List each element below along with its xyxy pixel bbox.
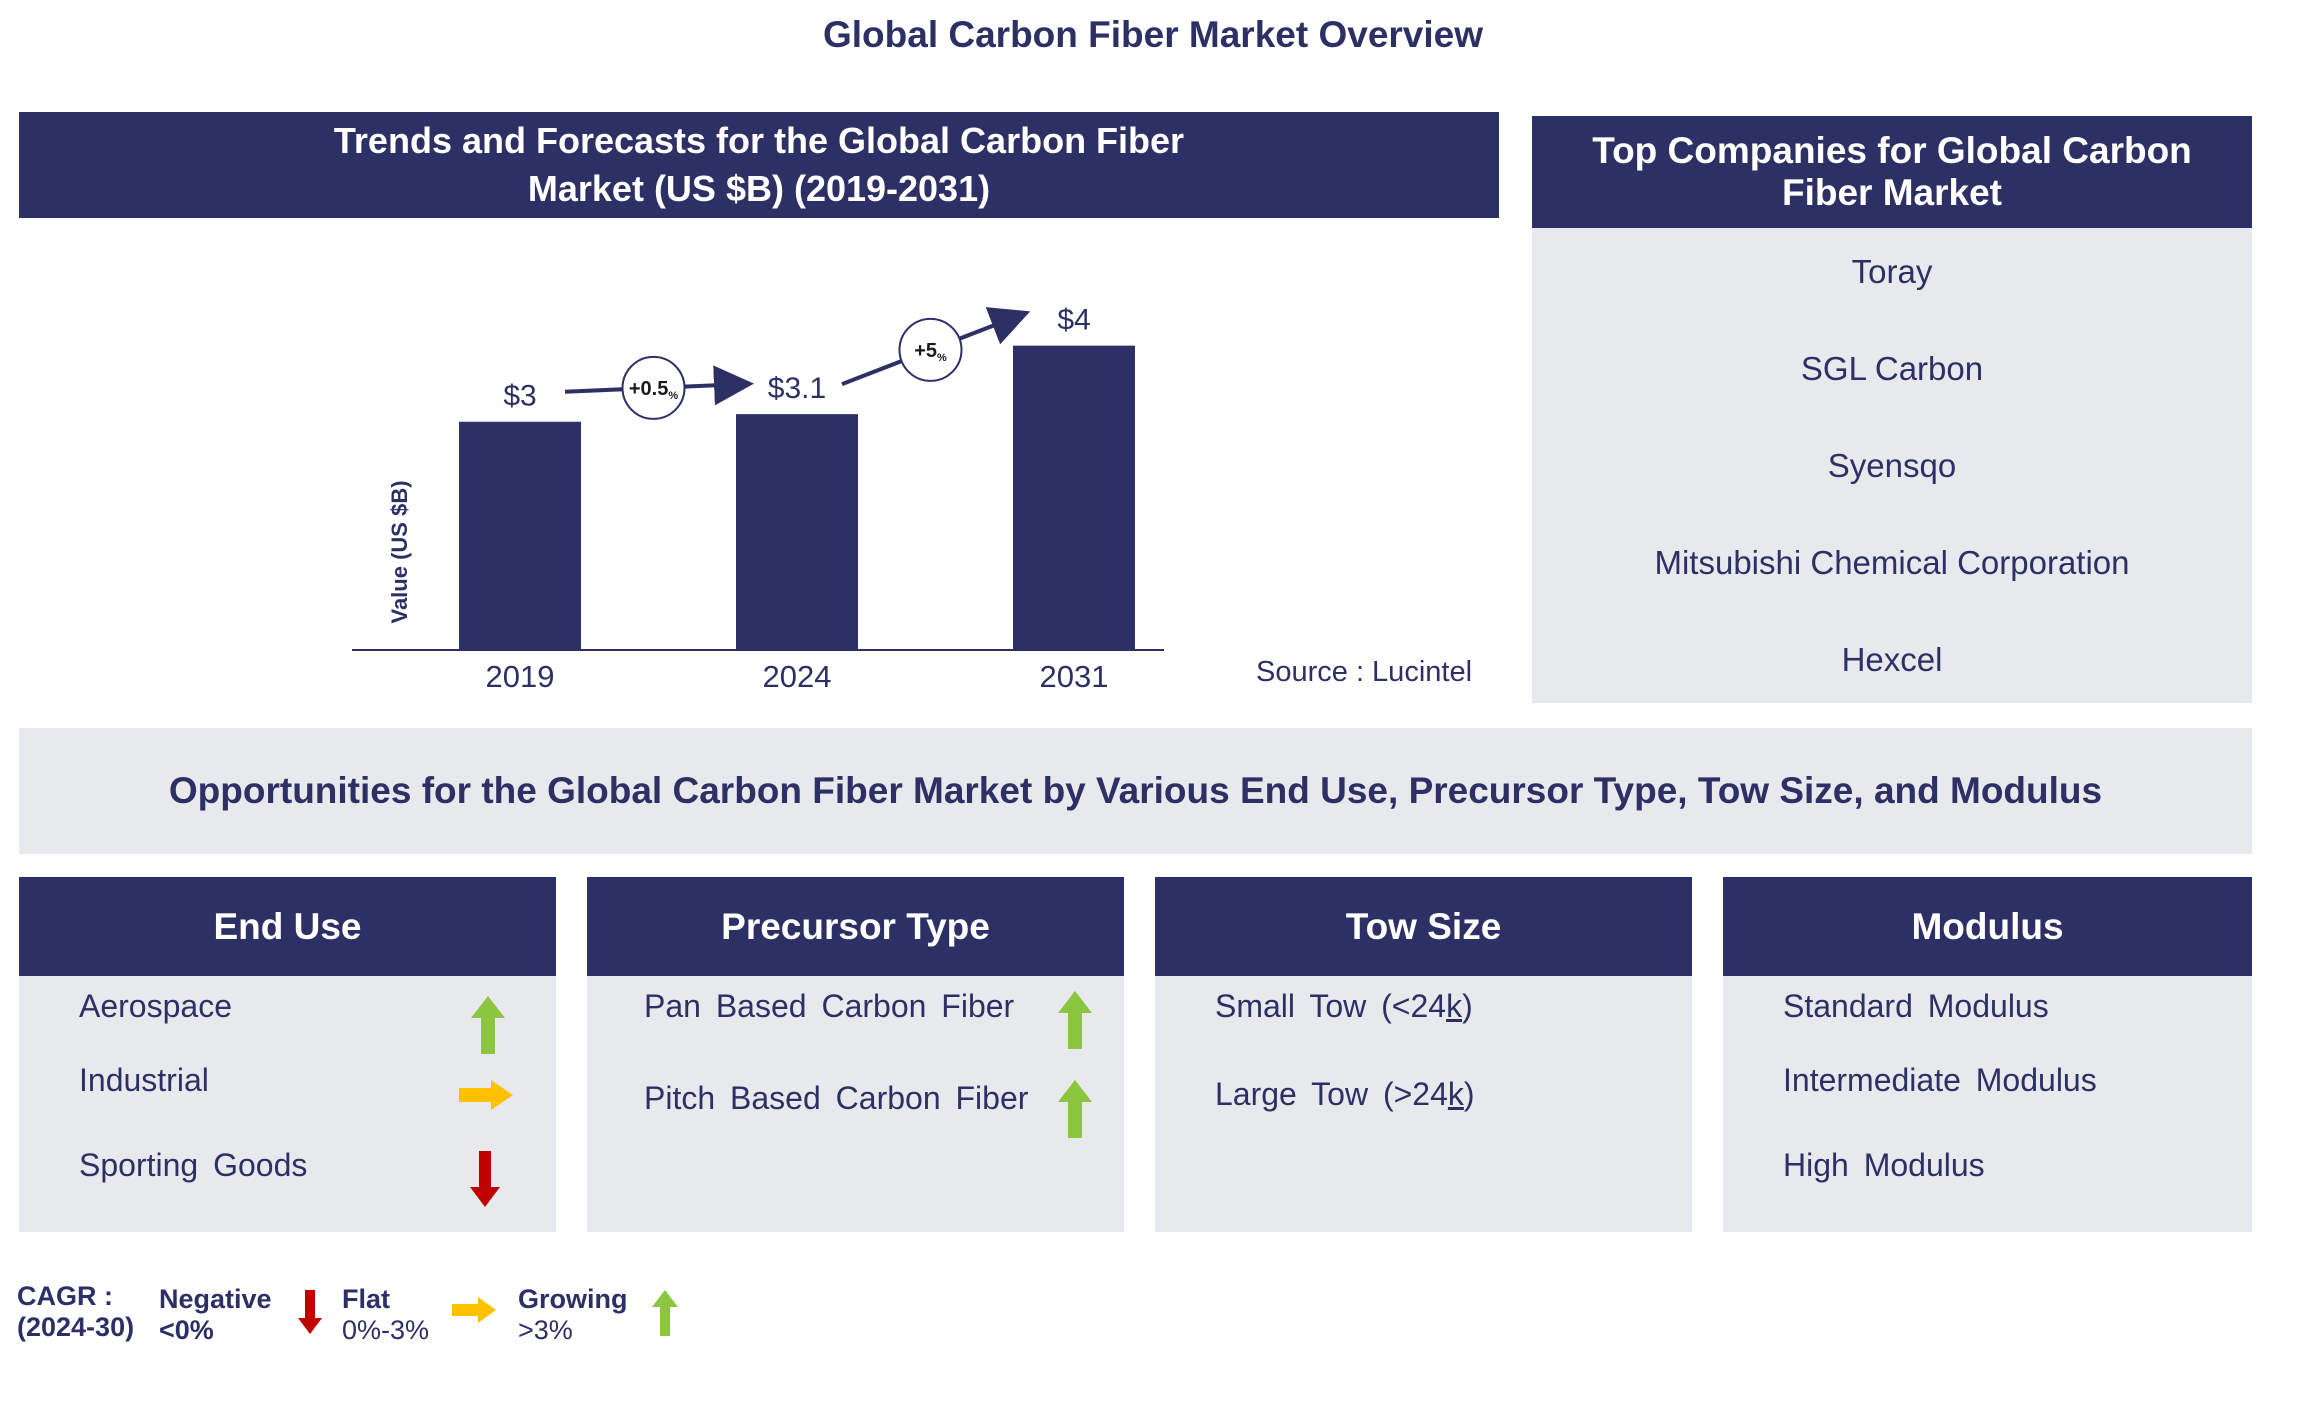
segment-body-tow-size: Small Tow (<24k) Large Tow (>24k) bbox=[1155, 976, 1692, 1232]
segment-item: Sporting Goods bbox=[79, 1147, 308, 1183]
legend-arrow-up-green-icon bbox=[652, 1290, 678, 1336]
bar-2019 bbox=[459, 421, 581, 650]
legend-arrow-right-orange-icon bbox=[452, 1297, 496, 1323]
segment-item: Standard Modulus bbox=[1783, 988, 2049, 1024]
chart-title: Trends and Forecasts for the Global Carb… bbox=[159, 117, 1359, 213]
data-label: $3 bbox=[503, 380, 536, 413]
page-title: Global Carbon Fiber Market Overview bbox=[822, 14, 1484, 55]
bar-2024 bbox=[736, 414, 858, 650]
legend-growing: Growing >3% bbox=[518, 1284, 628, 1345]
segment-item: Small Tow (<24k) bbox=[1215, 988, 1473, 1024]
company-item: Hexcel bbox=[1841, 641, 1943, 678]
segment-header-tow-size: Tow Size bbox=[1155, 877, 1692, 976]
x-tick-label: 2031 bbox=[1040, 659, 1109, 694]
legend-flat: Flat 0%-3% bbox=[342, 1284, 430, 1345]
arrow-up-green-icon bbox=[1058, 1080, 1092, 1138]
company-item: SGL Carbon bbox=[1800, 350, 1984, 387]
growth-label: +0.5% bbox=[629, 378, 678, 402]
growth-badge bbox=[621, 355, 686, 420]
segment-item: Industrial bbox=[79, 1062, 209, 1098]
arrow-right-orange-icon bbox=[459, 1080, 513, 1110]
companies-list: Toray SGL Carbon Syensqo Mitsubishi Chem… bbox=[1532, 228, 2252, 703]
x-tick-label: 2019 bbox=[486, 659, 555, 694]
legend-cagr: CAGR : (2024-30) bbox=[17, 1281, 135, 1342]
arrow-down-red-icon bbox=[470, 1151, 500, 1207]
segment-header-precursor-type: Precursor Type bbox=[587, 877, 1124, 976]
segment-header-modulus: Modulus bbox=[1723, 877, 2252, 976]
segment-item: Large Tow (>24k) bbox=[1215, 1076, 1475, 1112]
segment-item: Aerospace bbox=[79, 988, 232, 1024]
source-note: Source : Lucintel bbox=[1256, 656, 1473, 688]
data-label: $3.1 bbox=[768, 372, 826, 405]
chart-panel-header: Trends and Forecasts for the Global Carb… bbox=[19, 112, 1499, 218]
legend-arrow-down-red-icon bbox=[298, 1290, 322, 1334]
segment-item: Pan Based Carbon Fiber bbox=[644, 988, 1015, 1024]
segment-item: High Modulus bbox=[1783, 1147, 1985, 1183]
company-item: Mitsubishi Chemical Corporation bbox=[1654, 544, 2130, 581]
company-item: Toray bbox=[1851, 253, 1933, 290]
legend-negative: Negative <0% bbox=[159, 1284, 272, 1345]
arrow-up-green-icon bbox=[1058, 991, 1092, 1049]
bar-2031 bbox=[1013, 345, 1135, 650]
bar-chart: $3 2019 $3.1 2024 $4 2031 +0.5% +5% Value (US … bbox=[352, 304, 1164, 694]
segment-header-end-use: End Use bbox=[19, 877, 556, 976]
x-tick-label: 2024 bbox=[763, 659, 832, 694]
companies-title-line1: Top Companies for Global Carbon bbox=[1592, 130, 2192, 171]
segment-body-end-use: Aerospace Industrial Sporting Goods bbox=[19, 976, 556, 1232]
arrow-up-green-icon bbox=[471, 996, 505, 1054]
segment-item: Intermediate Modulus bbox=[1783, 1062, 2097, 1098]
segment-body-precursor-type: Pan Based Carbon Fiber Pitch Based Carbo… bbox=[587, 976, 1124, 1232]
company-item: Syensqo bbox=[1827, 447, 1957, 484]
y-axis-label: Value (US $B) bbox=[387, 480, 412, 623]
growth-label: +5% bbox=[914, 340, 947, 364]
segment-body-modulus: Standard Modulus Intermediate Modulus Hi… bbox=[1723, 976, 2252, 1232]
opportunities-title: Opportunities for the Global Carbon Fibe… bbox=[19, 728, 2252, 854]
companies-header: Top Companies for Global Carbon Fiber Ma… bbox=[1532, 116, 2252, 228]
companies-title-line2: Fiber Market bbox=[1781, 172, 2002, 213]
chart-title-line2: Market (US $B) (2019-2031) bbox=[527, 168, 991, 209]
chart-title-line1: Trends and Forecasts for the Global Carb… bbox=[333, 120, 1185, 161]
growth-badge bbox=[898, 317, 963, 382]
data-label: $4 bbox=[1057, 304, 1090, 337]
segment-item: Pitch Based Carbon Fiber bbox=[644, 1080, 1029, 1116]
